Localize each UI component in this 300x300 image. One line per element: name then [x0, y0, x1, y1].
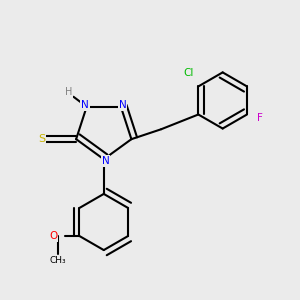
Text: CH₃: CH₃ — [50, 256, 66, 265]
Text: Cl: Cl — [183, 68, 194, 78]
Text: N: N — [101, 156, 109, 166]
Text: O: O — [49, 231, 57, 241]
Text: N: N — [81, 100, 89, 110]
Text: N: N — [118, 100, 126, 110]
Text: H: H — [65, 87, 72, 97]
Text: F: F — [257, 113, 263, 123]
Text: S: S — [38, 134, 45, 144]
